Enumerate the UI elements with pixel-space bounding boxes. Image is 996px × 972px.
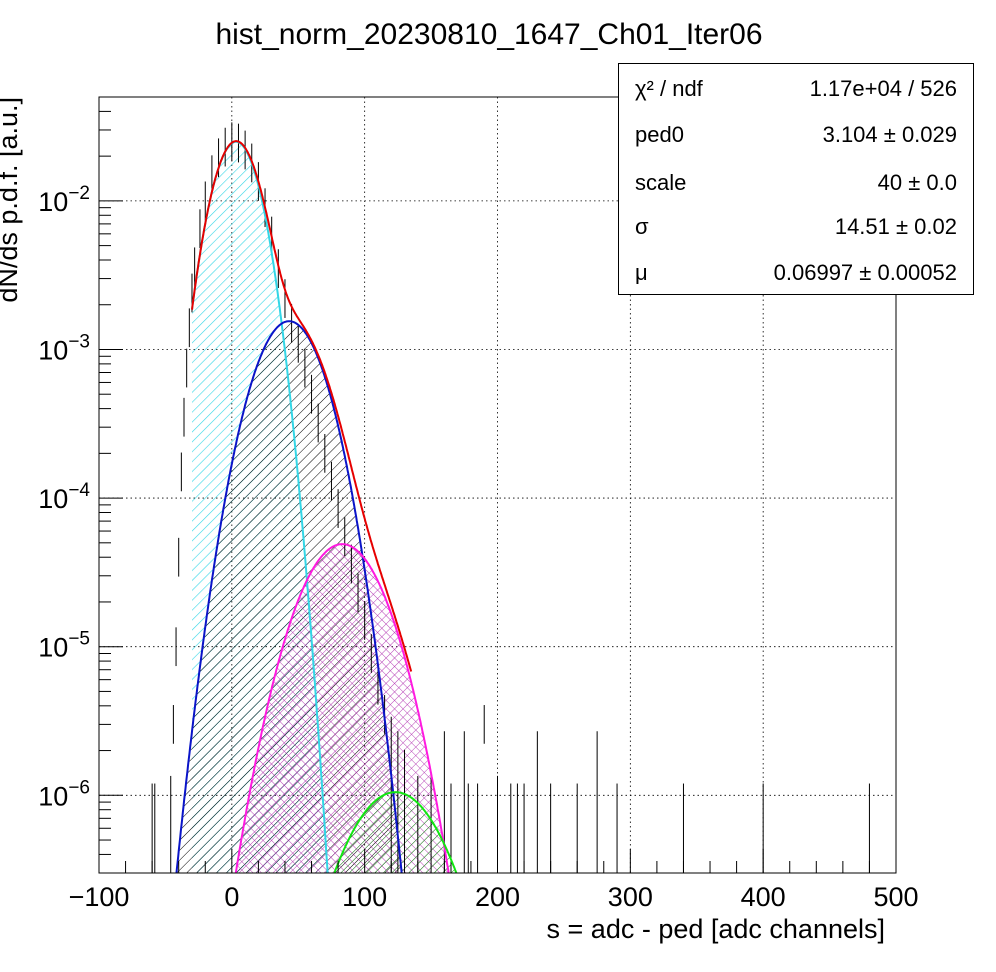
y-tick-label: 10−6 xyxy=(38,777,90,811)
stat-value: 1.17e+04 / 526 xyxy=(809,76,957,101)
stat-row-scale: scale 40 ± 0.0 xyxy=(619,170,973,210)
stat-name: scale xyxy=(635,170,687,195)
y-tick-label: 10−3 xyxy=(38,331,90,365)
x-tick-label: 200 xyxy=(475,882,520,912)
peak-curve-2 xyxy=(175,320,403,873)
y-tick-label: 10−5 xyxy=(38,629,90,663)
y-axis-label: dN/ds p.d.f. [a.u.] xyxy=(0,97,23,303)
chart-title: hist_norm_20230810_1647_Ch01_Iter06 xyxy=(215,18,762,51)
stat-row-sigma: σ 14.51 ± 0.02 xyxy=(619,214,973,254)
stat-value: 0.06997 ± 0.00052 xyxy=(773,260,957,285)
stat-name: χ² / ndf xyxy=(635,76,703,101)
x-tick-labels: −100 0 100 200 300 400 500 xyxy=(69,882,919,912)
x-tick-label: 100 xyxy=(342,882,387,912)
stat-value: 3.104 ± 0.029 xyxy=(822,122,957,147)
total-fit-curve xyxy=(191,140,413,672)
x-tick-label: 400 xyxy=(741,882,786,912)
x-tick-label: 500 xyxy=(873,882,918,912)
stat-name: σ xyxy=(635,214,649,239)
peak-curve-4 xyxy=(333,791,458,873)
peak-curve-3 xyxy=(234,543,450,873)
axis-ticks xyxy=(98,96,897,874)
peak-fill-3 xyxy=(235,544,449,873)
y-tick-labels: 10−2 10−3 10−4 10−5 10−6 xyxy=(38,183,90,811)
stat-row-chi2: χ² / ndf 1.17e+04 / 526 xyxy=(619,76,973,116)
stat-name: ped0 xyxy=(635,122,684,147)
fit-curves xyxy=(175,140,458,873)
x-tick-label: 300 xyxy=(608,882,653,912)
x-tick-label: 0 xyxy=(224,882,239,912)
stat-value: 40 ± 0.0 xyxy=(877,170,957,195)
y-tick-label: 10−2 xyxy=(38,183,90,217)
y-tick-label: 10−4 xyxy=(38,480,90,514)
fit-stats-box: χ² / ndf 1.17e+04 / 526 ped0 3.104 ± 0.0… xyxy=(618,63,974,295)
x-axis-label: s = adc - ped [adc channels] xyxy=(547,914,885,944)
stat-row-mu: μ 0.06997 ± 0.00052 xyxy=(619,260,973,300)
stat-name: μ xyxy=(635,260,648,285)
stat-value: 14.51 ± 0.02 xyxy=(834,214,957,239)
x-tick-label: −100 xyxy=(69,882,130,912)
stat-row-ped0: ped0 3.104 ± 0.029 xyxy=(619,122,973,162)
